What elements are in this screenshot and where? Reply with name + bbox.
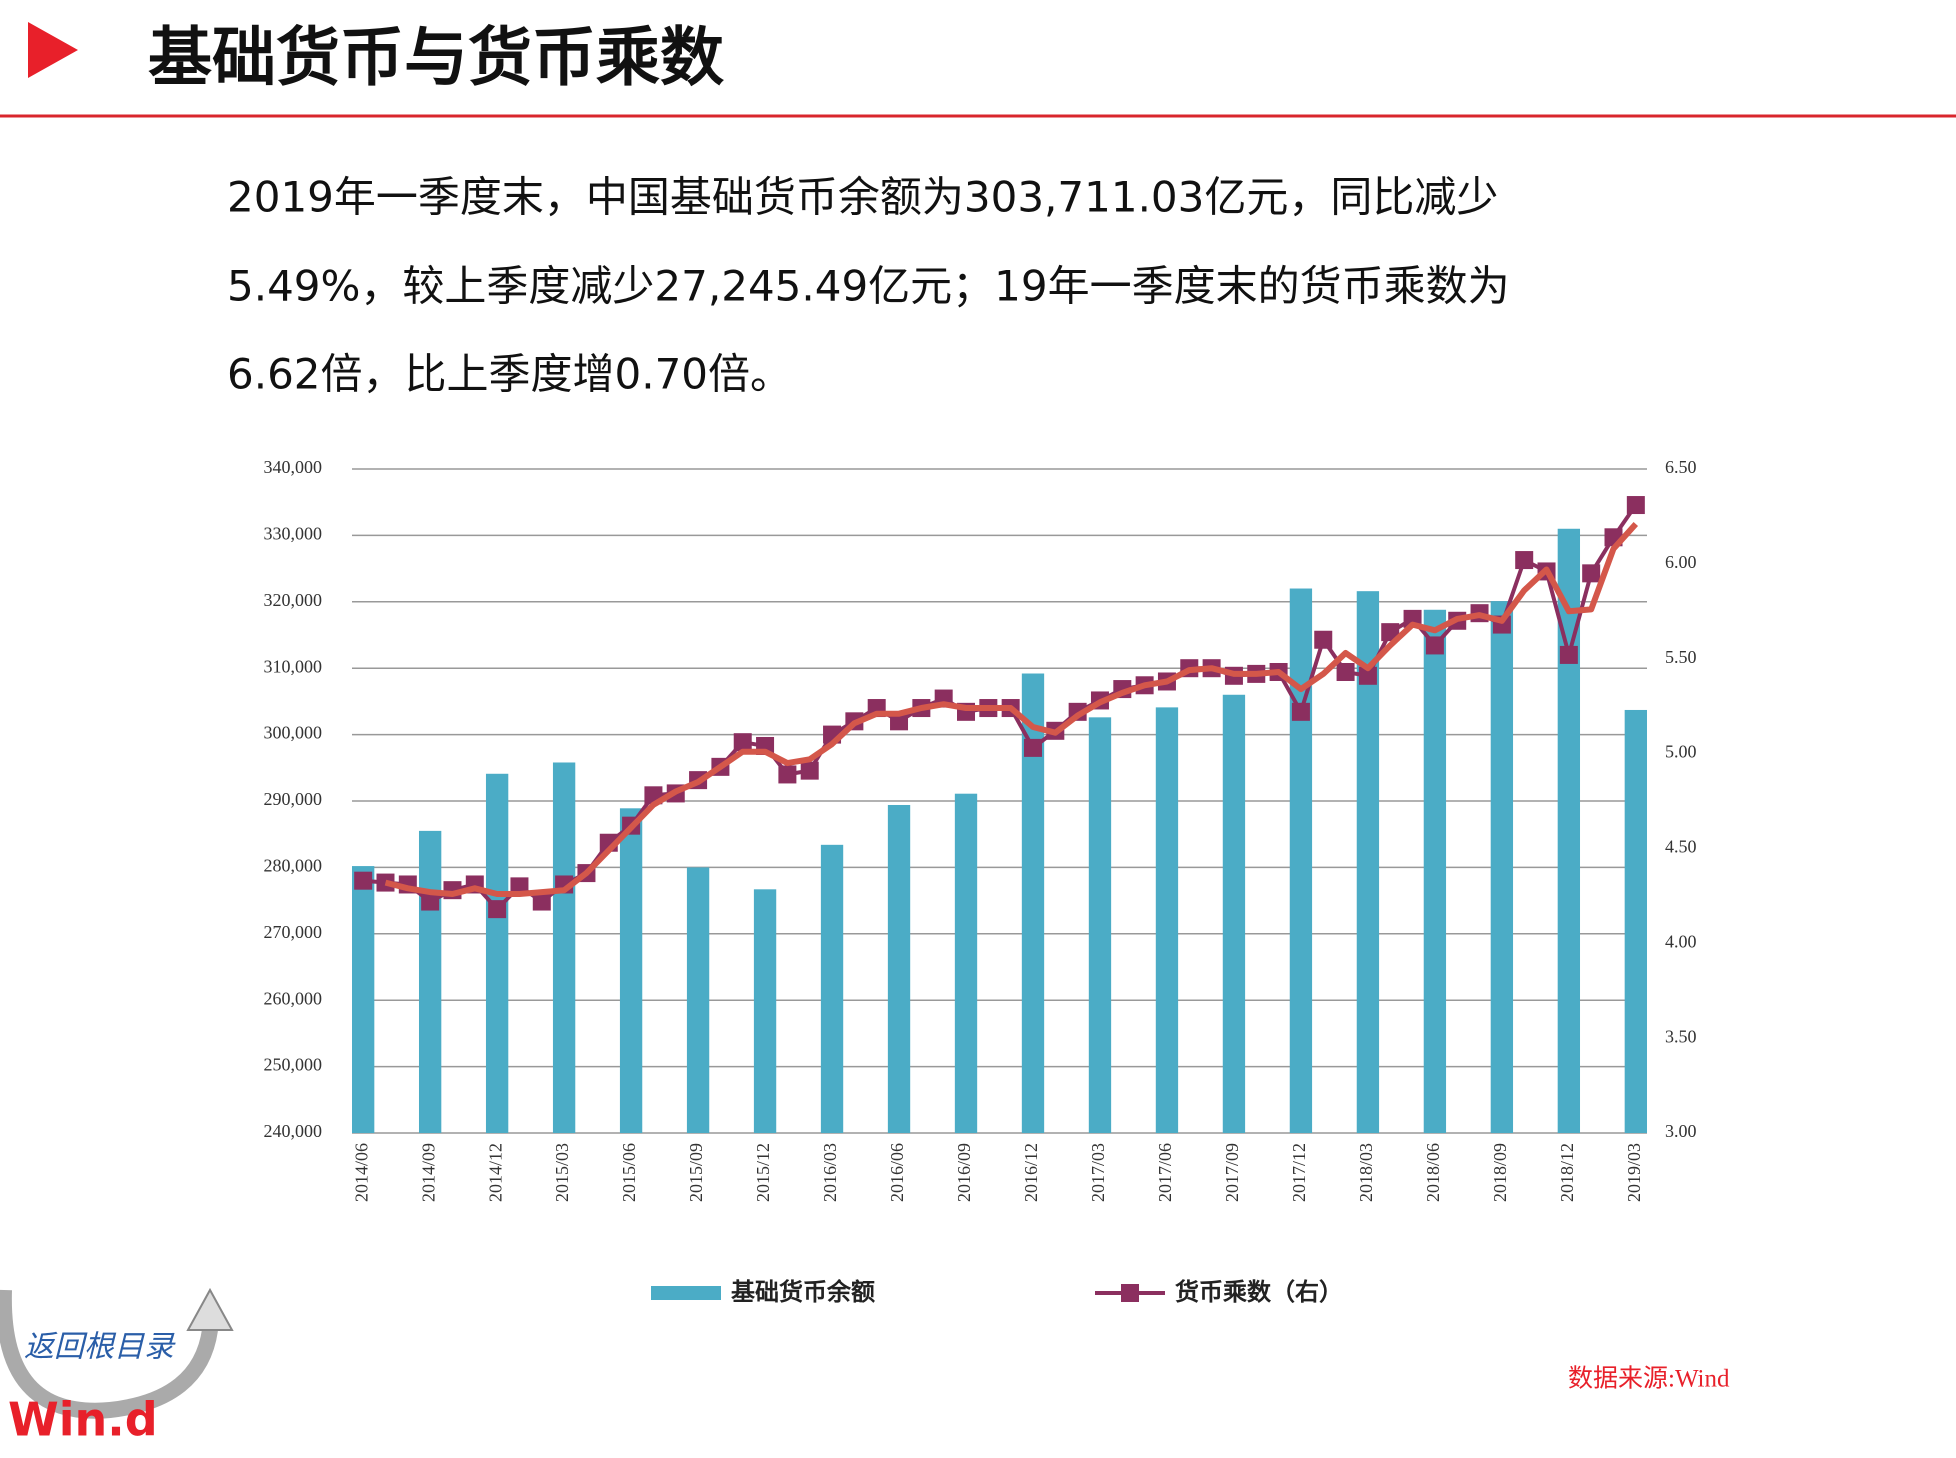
- x-tick-label: 2016/12: [1021, 1143, 1041, 1202]
- bar: [1624, 709, 1647, 1133]
- title-marker: [28, 22, 78, 78]
- bar: [753, 889, 777, 1133]
- logo[interactable]: 返回根目录 Win.d: [0, 1287, 234, 1447]
- y2-tick-label: 6.00: [1665, 552, 1697, 572]
- x-tick-label: 2015/12: [753, 1143, 773, 1202]
- slide-title: 基础货币与货币乘数: [148, 22, 724, 96]
- marker: [354, 871, 373, 890]
- x-tick-label: 2019/03: [1624, 1143, 1644, 1202]
- y-tick-label: 320,000: [264, 590, 323, 610]
- x-tick-label: 2016/09: [954, 1143, 974, 1202]
- y2-tick-label: 4.50: [1665, 837, 1697, 857]
- y-tick-label: 250,000: [264, 1055, 323, 1075]
- legend-swatch: [651, 1286, 721, 1300]
- logo-arrowhead: [186, 1287, 234, 1331]
- marker: [1626, 496, 1645, 515]
- bar: [1557, 528, 1581, 1133]
- y-tick-label: 300,000: [264, 723, 323, 743]
- y2-tick-label: 3.00: [1665, 1121, 1697, 1141]
- bar: [954, 793, 978, 1133]
- y2-tick-label: 5.50: [1665, 647, 1697, 667]
- y2-tick-label: 3.50: [1665, 1026, 1697, 1046]
- line: [384, 521, 1639, 897]
- y-tick-label: 330,000: [264, 524, 323, 544]
- bar: [887, 804, 911, 1133]
- bar: [1021, 673, 1045, 1133]
- bar: [619, 808, 643, 1133]
- x-tick-label: 2018/03: [1356, 1143, 1376, 1202]
- marker: [1291, 702, 1310, 721]
- legend-swatch: [1121, 1284, 1139, 1302]
- marker: [421, 892, 440, 911]
- logo-arrow: [0, 1289, 218, 1419]
- x-tick-label: 2014/06: [351, 1143, 371, 1202]
- bar: [820, 844, 844, 1133]
- paragraph-line: 5.49%，较上季度减少27,245.49亿元；19年一季度末的货币乘数为: [227, 262, 1510, 311]
- marker: [1023, 738, 1042, 757]
- y-tick-label: 260,000: [264, 988, 323, 1008]
- paragraph-line: 6.62倍，比上季度增0.70倍。: [227, 350, 792, 399]
- marker: [800, 761, 819, 780]
- bar: [1289, 588, 1313, 1133]
- y2-tick-label: 4.00: [1665, 931, 1697, 951]
- x-tick-label: 2016/06: [887, 1143, 907, 1202]
- x-tick-label: 2015/03: [552, 1143, 572, 1202]
- x-tick-label: 2017/03: [1088, 1143, 1108, 1202]
- bar: [1222, 694, 1246, 1133]
- x-tick-label: 2016/03: [820, 1143, 840, 1202]
- source-note: 数据来源:Wind: [1568, 1365, 1730, 1393]
- marker: [1381, 623, 1400, 642]
- marker: [532, 892, 551, 911]
- marker: [890, 712, 909, 731]
- x-tick-label: 2014/12: [485, 1143, 505, 1202]
- bar: [1088, 717, 1112, 1133]
- marker: [1515, 551, 1534, 570]
- bar: [485, 773, 509, 1133]
- x-tick-label: 2015/09: [686, 1143, 706, 1202]
- x-tick-label: 2017/12: [1289, 1143, 1309, 1202]
- x-tick-label: 2018/09: [1490, 1143, 1510, 1202]
- marker: [1559, 645, 1578, 664]
- logo-link-text[interactable]: 返回根目录: [24, 1330, 176, 1365]
- y2-tick-label: 5.00: [1665, 742, 1697, 762]
- x-tick-label: 2017/09: [1222, 1143, 1242, 1202]
- marker: [778, 765, 797, 784]
- x-tick-label: 2014/09: [418, 1143, 438, 1202]
- x-tick-label: 2015/06: [619, 1143, 639, 1202]
- chart: 240,000 250,000 260,000 270,000 280,000 290,0…: [264, 457, 1697, 1306]
- bar: [552, 762, 576, 1133]
- marker: [1314, 630, 1333, 649]
- y-tick-label: 270,000: [264, 922, 323, 942]
- logo-brand: Win.d: [8, 1393, 158, 1447]
- x-tick-label: 2018/06: [1423, 1143, 1443, 1202]
- bar: [352, 866, 375, 1133]
- y-tick-label: 340,000: [264, 457, 323, 477]
- marker: [1358, 666, 1377, 685]
- bar: [1155, 707, 1179, 1133]
- bar: [418, 830, 442, 1133]
- marker: [1582, 564, 1601, 583]
- bar: [1356, 591, 1380, 1133]
- bar: [1490, 601, 1514, 1133]
- marker: [1425, 636, 1444, 655]
- marker: [376, 873, 395, 892]
- bar: [1423, 609, 1447, 1133]
- legend-label: 基础货币余额: [731, 1278, 875, 1306]
- y2-tick-label: 6.50: [1665, 457, 1697, 477]
- paragraph-line: 2019年一季度末，中国基础货币余额为303,711.03亿元，同比减少: [227, 173, 1498, 222]
- y-tick-label: 240,000: [264, 1121, 323, 1141]
- legend-label: 货币乘数（右）: [1175, 1278, 1343, 1306]
- x-tick-label: 2018/12: [1557, 1143, 1577, 1202]
- y-tick-label: 280,000: [264, 856, 323, 876]
- y-tick-label: 310,000: [264, 656, 323, 676]
- marker: [488, 900, 507, 919]
- marker: [1336, 662, 1355, 681]
- x-tick-label: 2017/06: [1155, 1143, 1175, 1202]
- y-tick-label: 290,000: [264, 789, 323, 809]
- bar: [686, 867, 710, 1133]
- marker: [733, 733, 752, 752]
